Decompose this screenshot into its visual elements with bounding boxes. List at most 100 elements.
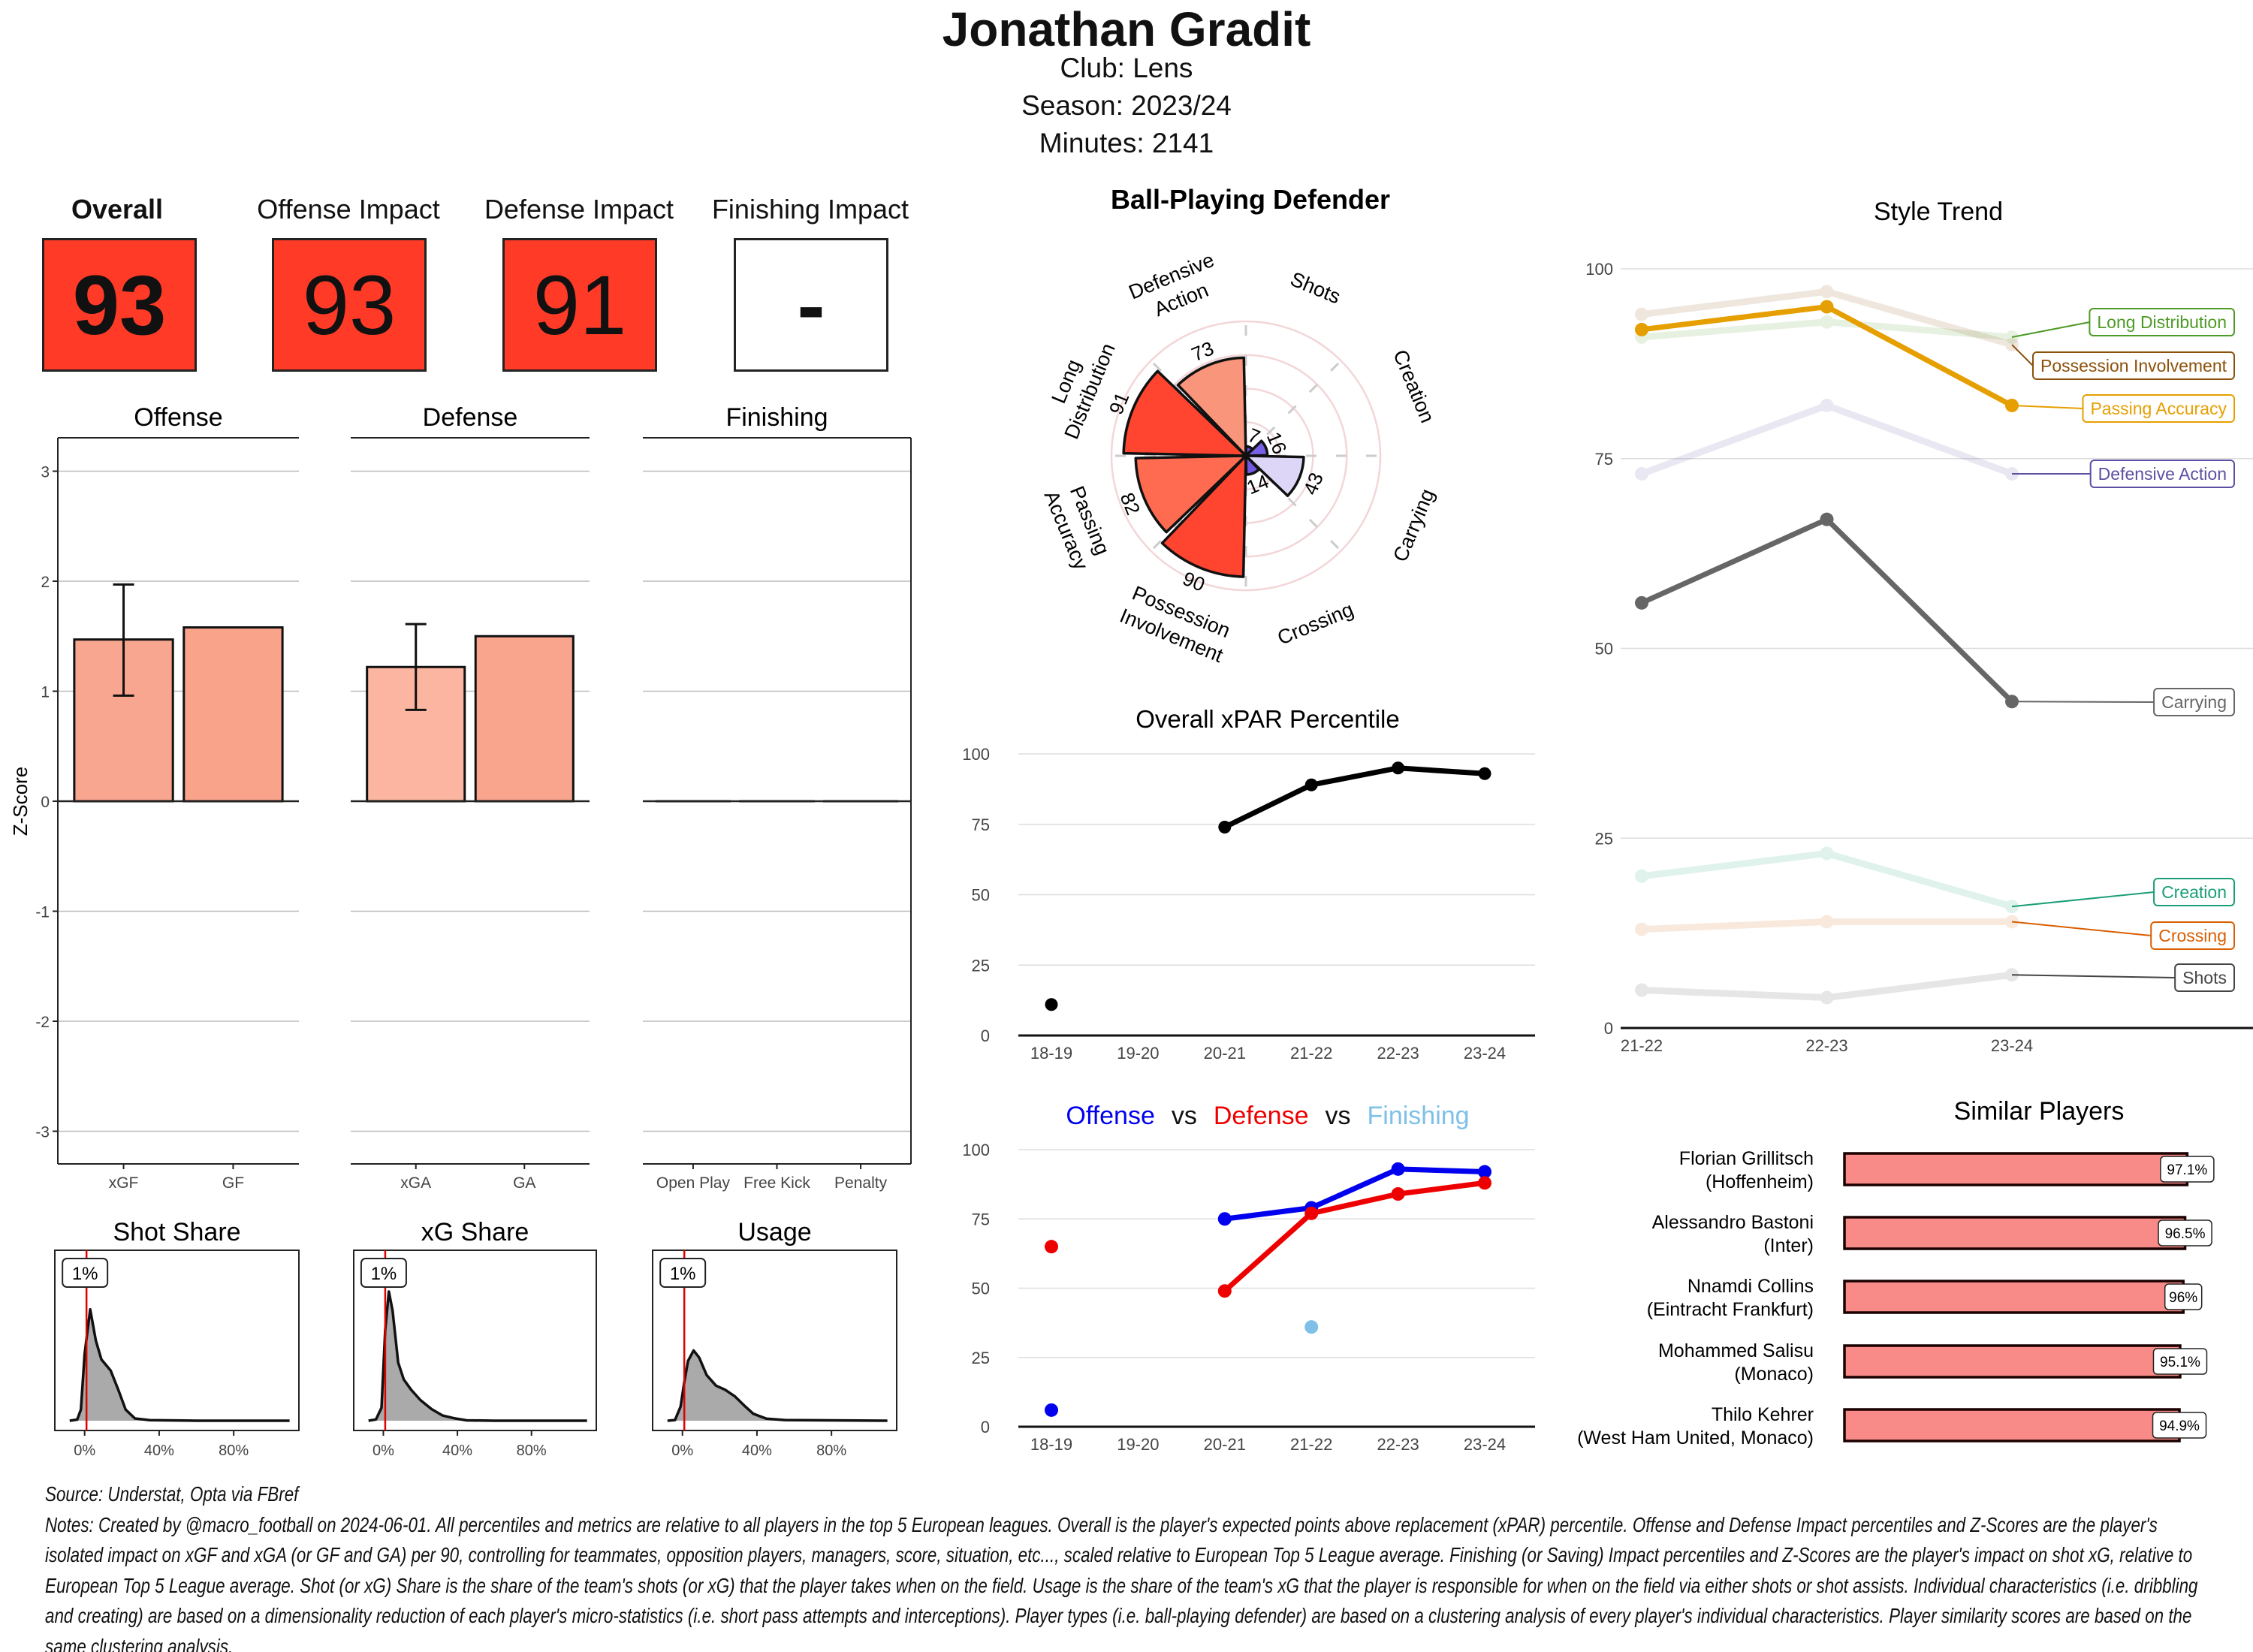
xpar-series — [1045, 761, 1491, 1011]
finishing-impact-label: Finishing Impact — [711, 194, 909, 225]
x-tick-label: 21-22 — [1621, 1036, 1663, 1055]
label-box — [2089, 460, 2235, 488]
minutes-line: Minutes: 2141 — [1039, 128, 1214, 158]
similarity-value-label: 96.5% — [2165, 1226, 2206, 1242]
y-tick-label: 2 — [41, 574, 50, 591]
similarity-value-box — [2152, 1412, 2207, 1439]
similarity-value-box — [2152, 1348, 2208, 1375]
label-connector — [2011, 701, 2155, 703]
x-tick-label: Free Kick — [743, 1174, 810, 1192]
x-tick-label: 0% — [74, 1442, 95, 1459]
data-point — [1478, 1176, 1491, 1190]
player-team: (Eintracht Frankfurt) — [1647, 1299, 1814, 1320]
notes-text: Notes: Created by @macro_football on 202… — [45, 1512, 2198, 1652]
series-finishing — [1304, 1320, 1319, 1334]
x-tick-label: 40% — [742, 1442, 772, 1459]
series-segment — [1824, 517, 2015, 704]
x-tick-label: 22-23 — [1805, 1036, 1847, 1055]
title-part-defense: Defense — [1214, 1102, 1309, 1130]
density-curve — [368, 1290, 587, 1422]
x-tick-label: 23-24 — [1464, 1044, 1506, 1063]
defense-impact-label: Defense Impact — [484, 194, 674, 225]
y-tick-label: 100 — [1585, 260, 1613, 279]
series-label-defensive-action: Defensive Action — [2011, 460, 2235, 488]
data-point — [1304, 1206, 1319, 1220]
x-tick-label: xGF — [109, 1174, 139, 1192]
label-connector — [2011, 891, 2155, 908]
similarity-bar — [1843, 1216, 2187, 1250]
chart-title: Style Trend — [1874, 197, 2003, 226]
series-creation — [1635, 846, 2019, 914]
series-segment — [1395, 1166, 1488, 1175]
density-curve — [667, 1349, 888, 1422]
finishing-impact-score-box: - — [734, 238, 888, 372]
panel-border — [54, 1250, 300, 1431]
y-tick-label: 25 — [1595, 829, 1613, 848]
series-label-long-distribution: Long Distribution — [2011, 308, 2235, 338]
x-tick-label: 22-23 — [1377, 1435, 1419, 1454]
player-team: (West Ham United, Monaco) — [1577, 1427, 1814, 1449]
x-tick-label: Penalty — [834, 1174, 888, 1192]
data-point — [1391, 1187, 1405, 1201]
y-tick-label: 100 — [962, 1141, 990, 1159]
y-tick-label: 25 — [972, 1349, 990, 1367]
polar-value-label: 82 — [1116, 490, 1145, 518]
x-tick-label: GF — [222, 1174, 244, 1192]
zscore-panel-defense: Defense xGA GA — [351, 403, 590, 1192]
y-tick-label: 25 — [972, 956, 990, 975]
series-label-possession-involvement: Possession Involvement — [2011, 344, 2235, 380]
series-segment — [1638, 288, 1830, 318]
x-tick-label: 19-20 — [1117, 1435, 1159, 1454]
y-tick-label: 0 — [1604, 1019, 1613, 1038]
data-point — [1045, 1240, 1058, 1254]
title-part-vs: vs — [1326, 1102, 1351, 1130]
data-point — [1217, 1212, 1232, 1226]
similarity-value-label: 95.1% — [2160, 1355, 2200, 1370]
similar-player-row: Florian Grillitsch(Hoffenheim) 97.1% — [1679, 1148, 2215, 1192]
polar-category-label: DefensiveAction — [1126, 249, 1227, 327]
category-label-line: Shots — [1287, 267, 1344, 308]
similarity-bar — [1843, 1280, 2185, 1314]
panel-border — [353, 1250, 597, 1431]
series-segment — [1638, 402, 1830, 478]
series-label-text: Creation — [2161, 882, 2227, 902]
series-passing-accuracy — [1635, 300, 2019, 412]
similarity-value-label: 94.9% — [2159, 1418, 2200, 1434]
polar-category-label: PossessionInvolvement — [1117, 580, 1236, 667]
series-segment — [1823, 288, 2016, 348]
spoke-line — [1244, 348, 1353, 457]
offense-defense-finishing-chart: 0 25 50 75 100 18-19 19-20 20-21 21-22 22-23 23-24… — [962, 1102, 1535, 1454]
radial-gridline — [1110, 320, 1382, 592]
similarity-value-label: 96% — [2169, 1290, 2197, 1306]
player-name: Mohammed Salisu — [1658, 1340, 1814, 1361]
label-box — [2174, 963, 2235, 992]
label-connector — [2011, 321, 2090, 338]
series-segment — [1222, 1210, 1314, 1294]
category-label-line: Carrying — [1389, 486, 1439, 565]
club-line: Club: Lens — [1060, 53, 1193, 83]
y-tick-label: 0 — [981, 1418, 990, 1436]
series-segment — [1824, 304, 2015, 408]
x-tick-label: 21-22 — [1290, 1044, 1332, 1063]
series-segment — [1823, 402, 2016, 478]
series-offense — [1045, 1162, 1491, 1417]
y-tick-label: 75 — [972, 1210, 990, 1228]
panel-border — [652, 1250, 897, 1431]
label-connector — [2011, 344, 2034, 366]
polar-value-label: 90 — [1180, 567, 1208, 596]
series-label-creation: Creation — [2011, 878, 2235, 908]
similar-player-row: Thilo Kehrer(West Ham United, Monaco) 94.… — [1577, 1404, 2207, 1449]
series-label-text: Crossing — [2158, 926, 2227, 945]
series-segment — [1638, 318, 1830, 341]
x-tick-label: 80% — [517, 1442, 547, 1459]
player-value-box — [659, 1258, 707, 1288]
series-label-text: Shots — [2182, 968, 2227, 987]
data-point — [1820, 990, 1834, 1005]
x-tick-label: xGA — [400, 1174, 431, 1192]
zscore-panel-finishing: Finishing Open Play Free Kick Penalty — [643, 403, 912, 1192]
label-connector — [2011, 974, 2176, 978]
x-tick-label: 19-20 — [1117, 1044, 1159, 1063]
x-tick-label: 20-21 — [1204, 1435, 1246, 1454]
data-point — [1045, 998, 1058, 1011]
data-point — [1217, 1284, 1232, 1298]
